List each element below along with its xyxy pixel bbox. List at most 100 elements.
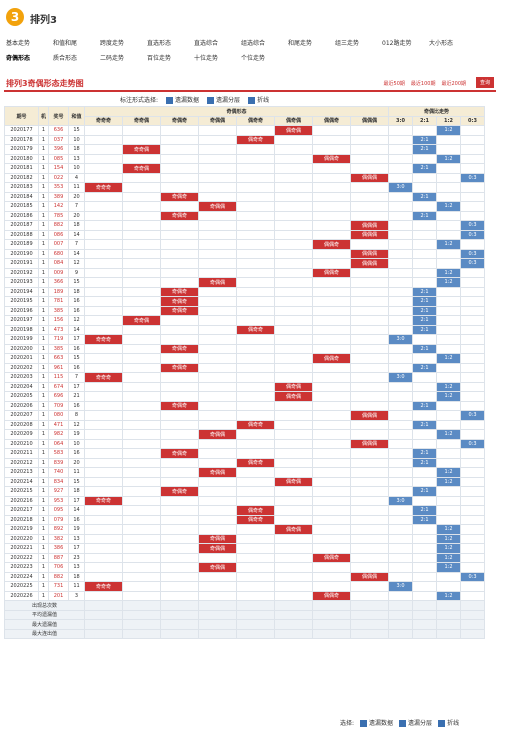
cell (160, 334, 199, 345)
cell (274, 448, 313, 459)
range-link[interactable]: 最近100期 (410, 81, 436, 87)
data-row: 2020183 1 353 11 奇奇奇 3:0 (4, 182, 485, 193)
sum: 23 (68, 552, 85, 563)
cell (312, 533, 351, 544)
period: 2020200 (4, 343, 39, 354)
ratio-hit: 2:1 (412, 144, 437, 155)
nav-link[interactable]: 百位走势 (147, 55, 172, 62)
nav-link[interactable]: 组三走势 (335, 40, 360, 47)
cell (122, 476, 161, 487)
draw-number: 781 (48, 296, 69, 307)
option[interactable]: 折线 (248, 97, 269, 104)
cell (274, 153, 313, 164)
cell (274, 628, 313, 639)
cell (312, 381, 351, 392)
nav-link[interactable]: 和尾走势 (288, 40, 313, 47)
range-link[interactable]: 最近200期 (441, 81, 466, 87)
data-row: 2020187 1 882 18 偶偶偶 0:3 (4, 220, 485, 231)
cell (388, 400, 413, 411)
sum: 17 (68, 543, 85, 554)
pattern-hit: 偶奇偶 (274, 524, 313, 535)
cell (274, 419, 313, 430)
nav-link[interactable]: 十位走势 (194, 55, 219, 62)
nav-link[interactable]: 大小形态 (429, 40, 454, 47)
machine: 1 (38, 571, 49, 582)
ratio-hit: 2:1 (412, 514, 437, 525)
cell (236, 286, 275, 297)
nav-link[interactable]: 012路走势 (382, 40, 412, 47)
period: 2020184 (4, 191, 39, 202)
draw-number: 674 (48, 381, 69, 392)
checkbox[interactable] (399, 720, 407, 727)
period: 2020219 (4, 524, 39, 535)
ratio-hit: 1:2 (436, 429, 461, 440)
group-header: 奇偶比走势 (388, 106, 485, 117)
cell (198, 505, 237, 516)
pattern-hit: 奇偶偶 (198, 562, 237, 573)
option[interactable]: 遗漏数据 (360, 720, 393, 727)
data-row: 2020198 1 473 14 偶奇奇 2:1 (4, 324, 485, 335)
cell (388, 600, 413, 611)
cell (236, 552, 275, 563)
cell (312, 334, 351, 345)
nav-link[interactable]: 和值和尾 (53, 40, 78, 47)
cell (388, 343, 413, 354)
cell (274, 362, 313, 373)
option[interactable]: 遗漏分层 (399, 720, 432, 727)
draw-number: 382 (48, 533, 69, 544)
query-button[interactable]: 查询 (475, 77, 494, 88)
checkbox[interactable] (360, 720, 368, 727)
pattern-hit: 奇偶偶 (198, 429, 237, 440)
period: 2020224 (4, 571, 39, 582)
cell (312, 372, 351, 383)
nav-link[interactable]: 组选综合 (241, 40, 266, 47)
cell (388, 410, 413, 421)
cell (274, 552, 313, 563)
range-link[interactable]: 最近50期 (383, 81, 405, 87)
range-links: 最近50期 最近100期 最近200期 (378, 80, 466, 87)
cell (312, 191, 351, 202)
cell (388, 476, 413, 487)
pattern-hit: 奇奇奇 (84, 182, 123, 193)
cell (388, 457, 413, 468)
cell (236, 495, 275, 506)
checkbox[interactable] (438, 720, 446, 727)
cell (198, 628, 237, 639)
cell (350, 429, 389, 440)
cell (122, 552, 161, 563)
cell (388, 628, 413, 639)
period: 2020185 (4, 201, 39, 212)
data-row: 2020208 1 471 12 偶奇奇 2:1 (4, 419, 485, 430)
period: 2020201 (4, 353, 39, 364)
option[interactable]: 折线 (438, 720, 459, 727)
cell (274, 514, 313, 525)
pattern-hit: 奇奇奇 (84, 372, 123, 383)
option[interactable]: 遗漏数据 (166, 97, 199, 104)
checkbox[interactable] (248, 97, 256, 104)
cell (84, 144, 123, 155)
nav-link[interactable]: 个位走势 (241, 55, 266, 62)
cell (312, 619, 351, 630)
cell (160, 248, 199, 259)
nav-link[interactable]: 奇偶形态 (6, 55, 31, 62)
checkbox[interactable] (207, 97, 215, 104)
nav-link[interactable]: 直选综合 (194, 40, 219, 47)
sum: 14 (68, 505, 85, 516)
period: 2020205 (4, 391, 39, 402)
cell (388, 543, 413, 554)
nav-link[interactable]: 跨度走势 (100, 40, 125, 47)
option[interactable]: 遗漏分层 (207, 97, 240, 104)
cell (84, 467, 123, 478)
data-row: 2020224 1 882 18 偶偶偶 0:3 (4, 571, 485, 582)
nav-link[interactable]: 质合形态 (53, 55, 78, 62)
cell (436, 505, 461, 516)
cell (198, 182, 237, 193)
checkbox[interactable] (166, 97, 174, 104)
stat-row: 平均遗漏值 (4, 609, 485, 620)
nav-link[interactable]: 直选形态 (147, 40, 172, 47)
nav-link[interactable]: 二码走势 (100, 55, 125, 62)
sum: 17 (68, 381, 85, 392)
cell (312, 410, 351, 421)
nav-link[interactable]: 基本走势 (6, 40, 31, 47)
period: 2020216 (4, 495, 39, 506)
